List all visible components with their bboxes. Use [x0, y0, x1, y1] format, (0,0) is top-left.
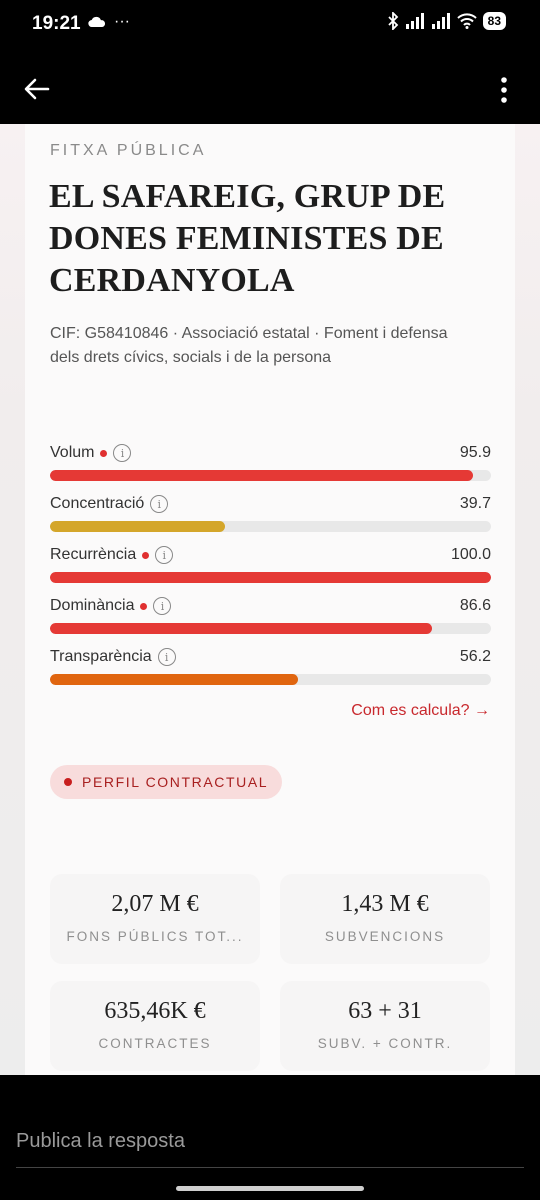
- metric-bar-track: [50, 623, 491, 634]
- status-right-icons: 83: [387, 12, 506, 30]
- metric-bar-fill: [50, 674, 298, 685]
- metric-name: Recurrència: [50, 546, 137, 563]
- status-bar: 19:21 ··· 83: [0, 0, 540, 50]
- metric-value: 56.2: [459, 648, 491, 665]
- eyebrow-label: FITXA PÚBLICA: [50, 142, 207, 159]
- metric-bar-track: [50, 674, 491, 685]
- metric-label: Concentració i: [50, 495, 169, 513]
- info-icon[interactable]: i: [113, 444, 132, 462]
- arrow-left-icon: [24, 78, 50, 100]
- stat-value: 1,43 M €: [341, 891, 429, 917]
- stat-label: SUBVENCIONS: [324, 929, 446, 944]
- more-vertical-icon: [501, 77, 507, 103]
- metric-name: Volum: [50, 444, 95, 461]
- info-icon[interactable]: i: [155, 546, 174, 564]
- wifi-icon: [456, 13, 477, 29]
- stat-card-subsidies: 1,43 M € SUBVENCIONS: [280, 874, 490, 964]
- metric-bar-fill: [50, 521, 226, 532]
- reply-bar: Publica la resposta: [0, 1075, 540, 1200]
- metric-value: 100.0: [450, 546, 491, 563]
- badge-label: PERFIL CONTRACTUAL: [82, 774, 269, 790]
- metric-label: Volum i: [50, 444, 132, 462]
- stat-card-subv-contr-count: 63 + 31 SUBV. + CONTR.: [280, 981, 490, 1071]
- metric-name: Transparència: [50, 648, 152, 665]
- stat-label: SUBV. + CONTR.: [317, 1036, 453, 1051]
- how-calculated-link[interactable]: Com es calcula? →: [351, 702, 490, 719]
- badge-dot-icon: [64, 778, 72, 786]
- metric-bar-fill: [50, 470, 473, 481]
- web-content: FITXA PÚBLICA EL SAFAREIG, GRUP DE DONES…: [0, 124, 540, 1075]
- metric-label: Recurrència i: [50, 546, 174, 564]
- status-left-icons: ···: [88, 13, 130, 31]
- battery-indicator: 83: [482, 12, 506, 30]
- metric-row: Dominància i 86.6: [50, 597, 491, 637]
- stat-value: 635,46K €: [104, 998, 206, 1024]
- back-button[interactable]: [22, 74, 52, 104]
- stat-value: 2,07 M €: [111, 891, 199, 917]
- metric-bar-track: [50, 470, 491, 481]
- alert-dot-icon: [140, 602, 148, 610]
- metric-bar-fill: [50, 572, 491, 583]
- metric-row: Transparència i 56.2: [50, 648, 491, 688]
- metric-bar-track: [50, 521, 491, 532]
- entity-meta: CIF: G58410846 · Associació estatal · Fo…: [50, 325, 448, 366]
- metric-label: Transparència i: [50, 648, 176, 666]
- metric-name: Concentració: [50, 495, 145, 512]
- info-icon[interactable]: i: [157, 648, 176, 666]
- reply-input[interactable]: Publica la resposta: [16, 1130, 524, 1168]
- page-title: EL SAFAREIG, GRUP DE DONES FEMINISTES DE…: [49, 178, 446, 299]
- info-icon[interactable]: i: [150, 495, 169, 513]
- signal-icon: [405, 13, 424, 29]
- status-time: 19:21: [32, 13, 81, 34]
- info-icon[interactable]: i: [153, 597, 172, 615]
- profile-card: FITXA PÚBLICA EL SAFAREIG, GRUP DE DONES…: [25, 124, 515, 1075]
- metric-name: Dominància: [50, 597, 135, 614]
- bluetooth-icon: [388, 12, 398, 30]
- app-bar: [0, 50, 540, 124]
- stat-label: CONTRACTES: [98, 1036, 212, 1051]
- metric-row: Volum i 95.9: [50, 444, 491, 484]
- alert-dot-icon: [100, 449, 108, 457]
- cloud-icon: [88, 16, 106, 28]
- notification-overflow-icon: ···: [114, 13, 130, 30]
- home-indicator[interactable]: [176, 1186, 364, 1191]
- metric-value: 95.9: [459, 444, 491, 461]
- more-options-button[interactable]: [498, 76, 510, 104]
- signal-icon-2: [431, 13, 450, 29]
- metric-bar-track: [50, 572, 491, 583]
- metric-value: 86.6: [459, 597, 491, 614]
- profile-badge: PERFIL CONTRACTUAL: [50, 765, 283, 799]
- stat-card-total-public-funds: 2,07 M € FONS PÚBLICS TOT...: [50, 874, 260, 964]
- stat-card-contracts: 635,46K € CONTRACTES: [50, 981, 260, 1071]
- metric-label: Dominància i: [50, 597, 172, 615]
- alert-dot-icon: [142, 551, 150, 559]
- metric-bar-fill: [50, 623, 432, 634]
- metric-row: Concentració i 39.7: [50, 495, 491, 535]
- stat-value: 63 + 31: [348, 998, 422, 1024]
- metric-row: Recurrència i 100.0: [50, 546, 491, 586]
- metric-value: 39.7: [459, 495, 491, 512]
- stat-label: FONS PÚBLICS TOT...: [66, 929, 244, 944]
